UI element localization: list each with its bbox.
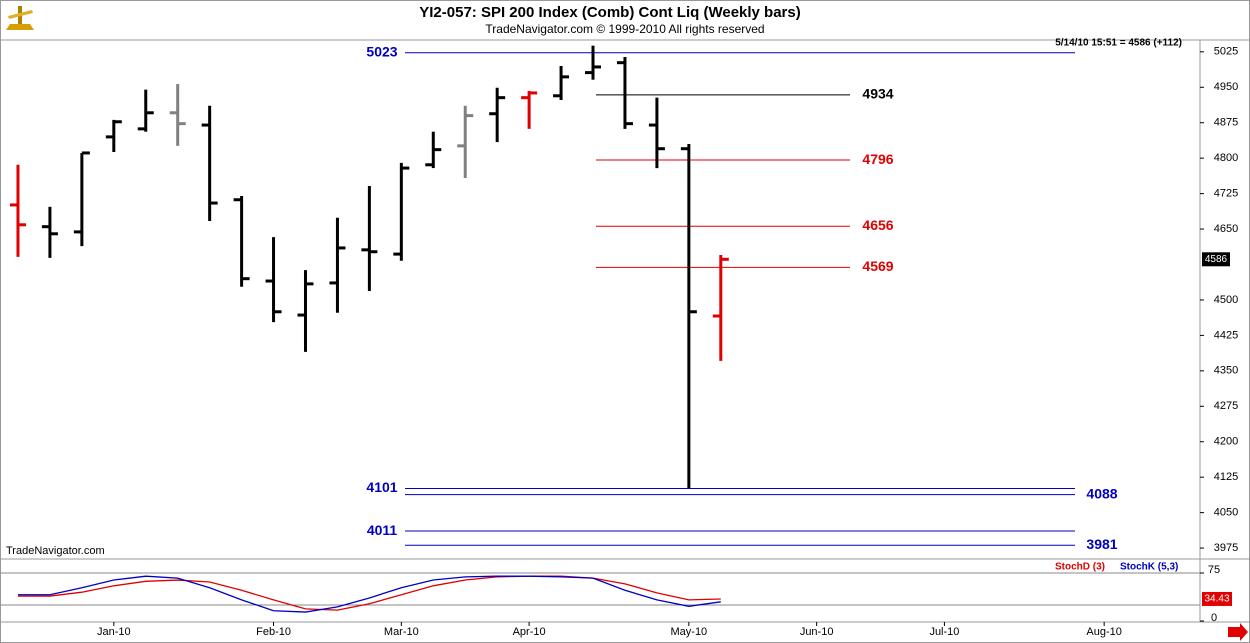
x-tick-label: Aug-10 bbox=[1086, 626, 1121, 638]
legend-label: StochD (3) bbox=[1055, 562, 1105, 573]
level-label: 3981 bbox=[1086, 536, 1117, 552]
y-tick-label: 0 bbox=[1211, 612, 1217, 624]
level-label: 4796 bbox=[862, 151, 893, 167]
y-tick-label: 4200 bbox=[1214, 436, 1238, 448]
y-tick-label: 4125 bbox=[1214, 471, 1238, 483]
last-price-label: 4586 bbox=[1205, 254, 1228, 265]
y-tick-label: 4425 bbox=[1214, 329, 1238, 341]
y-tick-label: 4875 bbox=[1214, 117, 1238, 129]
stoch-line bbox=[17, 575, 721, 611]
legend-label: StochK (5,3) bbox=[1120, 562, 1178, 573]
status: 5/14/10 15:51 = 4586 (+112) bbox=[1055, 38, 1182, 49]
y-tick-label: 4800 bbox=[1214, 152, 1238, 164]
level-label: 4569 bbox=[862, 258, 893, 274]
stoch-line bbox=[17, 575, 721, 613]
last-value-box bbox=[1202, 591, 1232, 606]
y-tick-label: 4650 bbox=[1214, 223, 1238, 235]
chart-subtitle: TradeNavigator.com © 1999-2010 All right… bbox=[485, 22, 764, 36]
x-tick-label: Jul-10 bbox=[929, 626, 959, 638]
chart-title: YI2-057: SPI 200 Index (Comb) Cont Liq (… bbox=[419, 4, 800, 21]
y-tick-label: 4500 bbox=[1214, 294, 1238, 306]
level-label: 4101 bbox=[366, 479, 397, 495]
last-value-label: 34.43 bbox=[1204, 594, 1229, 605]
x-tick-label: Jan-10 bbox=[97, 626, 131, 638]
level-label: 5023 bbox=[366, 43, 397, 59]
level-label: 4011 bbox=[367, 522, 398, 538]
scroll-arrow[interactable] bbox=[1228, 623, 1248, 641]
y-tick-label: 4950 bbox=[1214, 81, 1238, 93]
logo bbox=[6, 6, 34, 30]
last-price-box bbox=[1202, 252, 1230, 267]
level-label: 4088 bbox=[1086, 485, 1117, 501]
y-tick-label: 4050 bbox=[1214, 507, 1238, 519]
x-tick-label: Apr-10 bbox=[513, 626, 546, 638]
x-tick-label: Feb-10 bbox=[256, 626, 291, 638]
y-tick-label: 4725 bbox=[1214, 188, 1238, 200]
y-tick-label: 3975 bbox=[1214, 542, 1238, 554]
y-tick-label: 5025 bbox=[1214, 46, 1238, 58]
level-label: 4934 bbox=[862, 86, 893, 102]
level-label: 4656 bbox=[862, 217, 893, 233]
y-tick-label: 4275 bbox=[1214, 400, 1238, 412]
y-tick-label: 4350 bbox=[1214, 365, 1238, 377]
x-tick-label: Mar-10 bbox=[384, 626, 419, 638]
x-tick-label: Jun-10 bbox=[800, 626, 834, 638]
y-tick-label: 75 bbox=[1208, 564, 1220, 576]
x-tick-label: May-10 bbox=[671, 626, 708, 638]
watermark: TradeNavigator.com bbox=[6, 545, 105, 557]
